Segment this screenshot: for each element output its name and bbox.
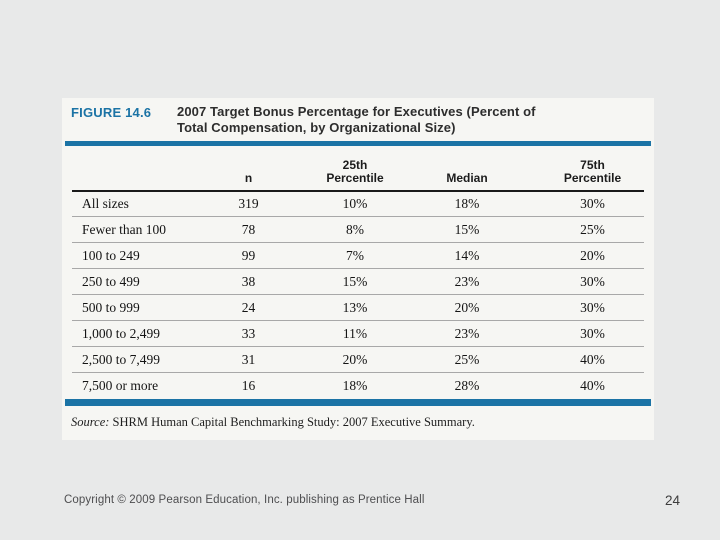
p25-cell: 15%: [317, 268, 393, 296]
n-cell: 33: [180, 320, 317, 348]
table-row: 2,500 to 7,499 31 20% 25% 40%: [72, 346, 644, 374]
median-cell: 18%: [393, 190, 541, 218]
median-cell: 20%: [393, 294, 541, 322]
n-cell: 78: [180, 216, 317, 244]
header-row: n 25th Percentile Median 75th Percentile: [72, 145, 644, 192]
p25-cell: 7%: [317, 242, 393, 270]
p75-cell: 40%: [541, 346, 644, 374]
n-cell: 319: [180, 190, 317, 218]
page-number: 24: [664, 493, 680, 508]
figure-title-line2: Total Compensation, by Organizational Si…: [177, 120, 456, 136]
bonus-table: n 25th Percentile Median 75th Percentile…: [72, 145, 644, 399]
n-cell: 16: [241, 378, 256, 394]
p75-cell: 30%: [541, 320, 644, 348]
size-label-cell: 1,000 to 2,499: [72, 320, 180, 348]
size-label-cell: 2,500 to 7,499: [72, 346, 180, 374]
col-header-median: Median: [393, 145, 541, 192]
median-cell: 15%: [393, 216, 541, 244]
p75-cell: 25%: [541, 216, 644, 244]
n-cell: 24: [180, 294, 317, 322]
figure-title: 2007 Target Bonus Percentage for Executi…: [177, 104, 536, 137]
size-label-cell: 500 to 999: [72, 294, 180, 322]
median-cell: 25%: [393, 346, 541, 374]
p25-cell: 20%: [317, 346, 393, 374]
median-cell: 23%: [393, 320, 541, 348]
p75-cell: 30%: [541, 268, 644, 296]
p25-cell: 11%: [317, 320, 393, 348]
table-row: All sizes 319 10% 18% 30%: [72, 190, 644, 218]
size-label-cell: Fewer than 100: [72, 216, 180, 244]
table-body: All sizes 319 10% 18% 30% Fewer than 100…: [72, 190, 644, 399]
size-label-cell: 100 to 249: [72, 242, 180, 270]
p75-cell: 30%: [541, 294, 644, 322]
n-cell: 99: [180, 242, 317, 270]
table-row: 250 to 499 38 15% 23% 30%: [72, 268, 644, 296]
figure-header: FIGURE 14.6 2007 Target Bonus Percentage…: [62, 98, 654, 137]
size-label-cell: All sizes: [72, 190, 180, 218]
p25-cell: 18%: [342, 378, 368, 394]
median-cell: 23%: [393, 268, 541, 296]
source-line: Source: SHRM Human Capital Benchmarking …: [71, 415, 645, 430]
col-header-n: n: [180, 145, 317, 192]
p25-cell: 10%: [317, 190, 393, 218]
table-header: n 25th Percentile Median 75th Percentile: [72, 145, 644, 192]
col-header-size: [72, 145, 180, 192]
p75-cell: 20%: [541, 242, 644, 270]
median-cell: 14%: [393, 242, 541, 270]
p75-cell: 40%: [580, 378, 605, 394]
size-label-cell: 7,500 or more: [82, 378, 159, 394]
table-row: 100 to 249 99 7% 14% 20%: [72, 242, 644, 270]
p25-cell: 8%: [317, 216, 393, 244]
median-cell: 28%: [454, 378, 480, 394]
title-divider-rule: [65, 140, 651, 146]
table-row: 500 to 999 24 13% 20% 30%: [72, 294, 644, 322]
source-text: SHRM Human Capital Benchmarking Study: 2…: [109, 414, 475, 429]
bottom-divider-rule: [65, 398, 651, 406]
figure-title-line1: 2007 Target Bonus Percentage for Executi…: [177, 104, 536, 119]
col-header-25th-percentile: 25th Percentile: [317, 145, 393, 192]
table-row: 1,000 to 2,499 33 11% 23% 30%: [72, 320, 644, 348]
n-cell: 38: [180, 268, 317, 296]
p75-cell: 30%: [541, 190, 644, 218]
size-label-cell: 250 to 499: [72, 268, 180, 296]
table-row: 7,500 or more 16 18% 28% 40%: [72, 373, 644, 399]
source-prefix: Source:: [71, 414, 110, 429]
col-header-75th-percentile: 75th Percentile: [541, 145, 644, 192]
figure-panel: FIGURE 14.6 2007 Target Bonus Percentage…: [62, 98, 654, 440]
footer-copyright: Copyright © 2009 Pearson Education, Inc.…: [64, 494, 425, 506]
figure-label: FIGURE 14.6: [71, 105, 152, 120]
p25-cell: 13%: [317, 294, 393, 322]
table-row: Fewer than 100 78 8% 15% 25%: [72, 216, 644, 244]
n-cell: 31: [180, 346, 317, 374]
